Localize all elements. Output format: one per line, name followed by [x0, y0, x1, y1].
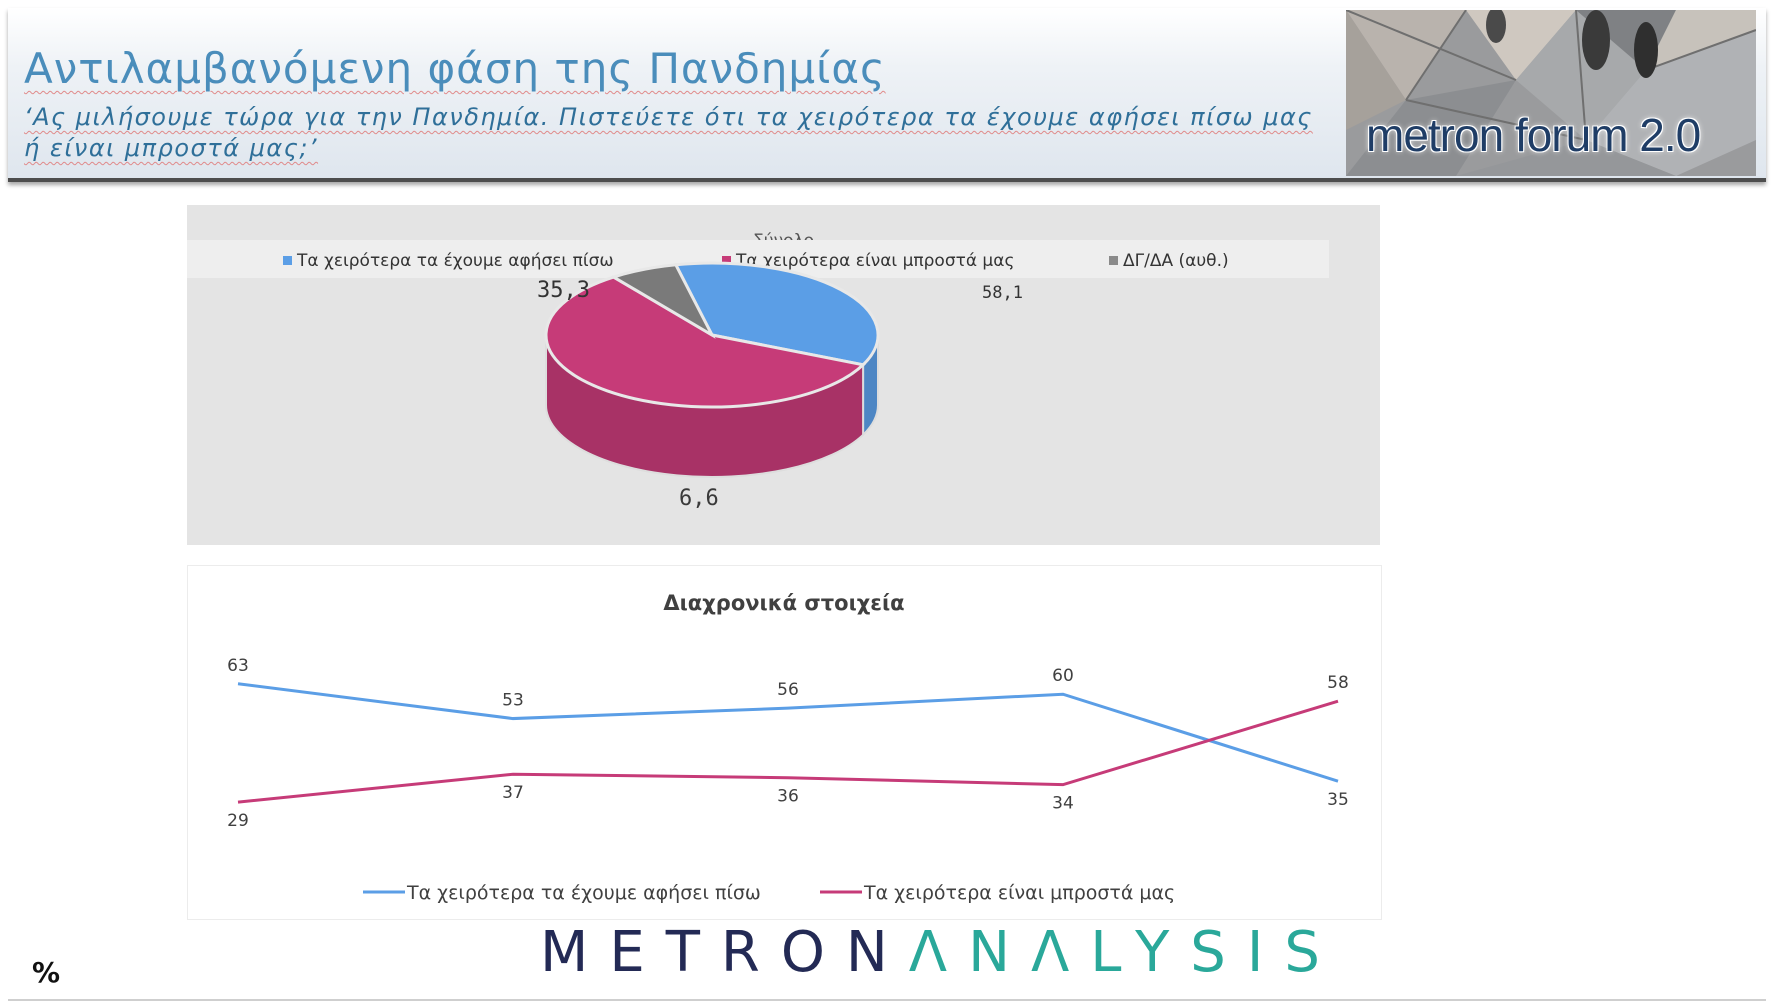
- pie-legend-item: Τα χειρότερα τα έχουμε αφήσει πίσω: [283, 251, 614, 271]
- pie-data-label: 58,1: [982, 283, 1023, 303]
- metron-analysis-logo: METRONΛNΛLYSIS: [540, 918, 1341, 988]
- pie-chart-panel: Σύνολο Τα χειρότερα τα έχουμε αφήσει πίσ…: [187, 205, 1380, 545]
- line-data-label: 29: [227, 811, 249, 831]
- line-series: [237, 699, 1339, 804]
- pie-legend-label: Τα χειρότερα είναι μπροστά μας: [736, 251, 1015, 271]
- slide-header: Αντιλαμβανόμενη φάση της Πανδημίας ‘Ας μ…: [8, 8, 1766, 182]
- pie-legend-label: Τα χειρότερα τα έχουμε αφήσει πίσω: [297, 251, 614, 271]
- slide-subtitle: ‘Ας μιλήσουμε τώρα για την Πανδημία. Πισ…: [24, 103, 1313, 162]
- photo-background: [1346, 10, 1756, 176]
- logo-part-analysis: ΛNΛLYSIS: [908, 920, 1341, 985]
- legend-swatch: [1109, 256, 1118, 265]
- legend-swatch: [722, 256, 731, 265]
- line-data-label: 63: [227, 656, 249, 676]
- slide-title: Αντιλαμβανόμενη φάση της Πανδημίας: [24, 44, 886, 93]
- line-data-label: 56: [777, 680, 799, 700]
- pie-data-label: 35,3: [537, 278, 590, 303]
- line-data-label: 35: [1327, 790, 1349, 810]
- unit-label: %: [32, 956, 61, 989]
- pie-legend-label: ΔΓ/ΔΑ (αυθ.): [1123, 251, 1229, 271]
- line-data-label: 53: [502, 691, 524, 711]
- metron-forum-label: metron forum 2.0: [1366, 109, 1701, 161]
- line-chart-panel: Διαχρονικά στοιχεία 63 53 56 60 35 29 37 36 34 58 Τ…: [187, 565, 1382, 920]
- pie-slice: [544, 275, 867, 409]
- line-series: [237, 682, 1339, 783]
- line-data-label: 37: [502, 783, 524, 803]
- pie-slice: [673, 261, 880, 367]
- bottom-divider: [8, 999, 1766, 1001]
- line-data-label: 34: [1052, 794, 1074, 814]
- line-legend-label: Τα χειρότερα είναι μπροστά μας: [863, 882, 1175, 904]
- pie-slice: [609, 263, 716, 339]
- pie-chart-svg: 35,3 58,1 6,6: [537, 261, 1023, 511]
- line-legend-label: Τα χειρότερα τα έχουμε αφήσει πίσω: [406, 882, 761, 904]
- pie-legend-item: ΔΓ/ΔΑ (αυθ.): [1109, 251, 1229, 271]
- line-data-label: 36: [777, 787, 799, 807]
- logo-part-metron: METRON: [540, 920, 909, 985]
- pie-data-label: 6,6: [679, 486, 719, 511]
- legend-swatch: [283, 256, 292, 265]
- pie-legend-item: Τα χειρότερα είναι μπροστά μας: [722, 251, 1014, 271]
- metron-forum-image: metron forum 2.0: [1346, 10, 1756, 176]
- line-chart-title: Διαχρονικά στοιχεία: [663, 591, 904, 615]
- line-chart-svg: Διαχρονικά στοιχεία 63 53 56 60 35 29 37 36 34 58 Τ…: [227, 591, 1349, 904]
- line-data-label: 60: [1052, 666, 1074, 686]
- line-data-label: 58: [1327, 673, 1349, 693]
